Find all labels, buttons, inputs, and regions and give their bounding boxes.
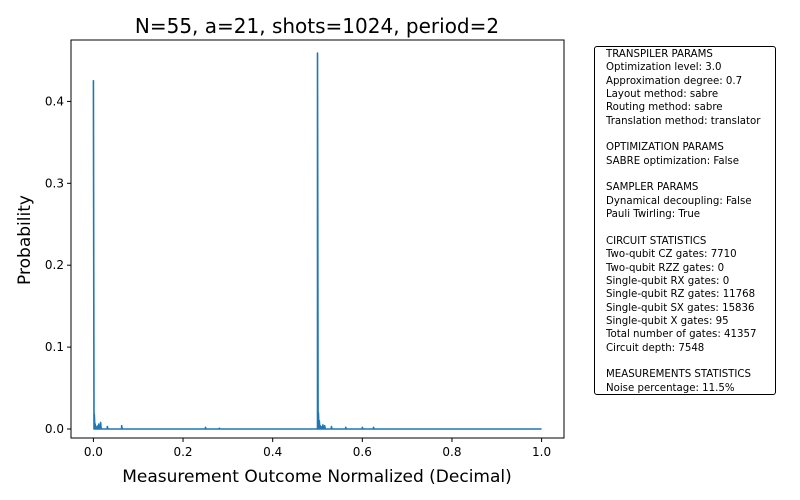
x-tick-label: 1.0	[532, 445, 551, 459]
y-axis: 0.0 0.1 0.2 0.3 0.4	[45, 94, 71, 436]
series-line-0	[92, 52, 542, 430]
info-line: Single-qubit RX gates: 0	[606, 275, 730, 287]
info-line: Circuit depth: 7548	[606, 342, 705, 354]
info-line: Total number of gates: 41357	[606, 329, 757, 341]
axes-frame	[70, 39, 565, 439]
chart-title: N=55, a=21, shots=1024, period=2	[135, 14, 499, 38]
y-tick-label: 0.1	[45, 340, 64, 354]
info-line: Single-qubit SX gates: 15836	[606, 302, 755, 314]
y-tick-label: 0.4	[45, 94, 64, 108]
info-line: Routing method: sabre	[606, 102, 723, 114]
info-line: Dynamical decoupling: False	[606, 195, 752, 207]
x-tick-label: 0.4	[263, 445, 282, 459]
info-line: SAMPLER PARAMS	[606, 182, 699, 194]
y-axis-label: Probability	[15, 195, 35, 285]
info-line: Two-qubit CZ gates: 7710	[606, 249, 737, 261]
info-line: TRANSPILER PARAMS	[606, 49, 713, 60]
parameters-info-box: TRANSPILER PARAMS Optimization level: 3.0…	[594, 46, 776, 395]
info-line: Layout method: sabre	[606, 89, 719, 101]
info-line: Noise percentage: 11.5%	[606, 382, 735, 394]
info-line: Translation method: translator	[606, 115, 761, 127]
info-line	[606, 168, 775, 181]
info-line: SABRE optimization: False	[606, 155, 739, 167]
y-tick-label: 0.0	[45, 422, 64, 436]
x-axis-label: Measurement Outcome Normalized (Decimal)	[122, 467, 512, 487]
x-tick-label: 0.0	[84, 445, 103, 459]
info-line	[606, 355, 775, 368]
info-line: Pauli Twirling: True	[606, 209, 701, 221]
x-tick-label: 0.8	[442, 445, 461, 459]
info-line: OPTIMIZATION PARAMS	[606, 142, 724, 154]
x-tick-label: 0.6	[353, 445, 372, 459]
info-line	[606, 221, 775, 234]
info-lines: TRANSPILER PARAMS Optimization level: 3.0…	[606, 48, 775, 395]
info-line: Two-qubit RZZ gates: 0	[606, 262, 725, 274]
y-tick-label: 0.2	[45, 258, 64, 272]
info-line: Single-qubit RZ gates: 11768	[606, 289, 756, 301]
info-line: CIRCUIT STATISTICS	[606, 235, 707, 247]
info-line	[606, 128, 775, 141]
info-line: MEASUREMENTS STATISTICS	[606, 369, 751, 381]
info-line: Optimization level: 3.0	[606, 62, 722, 74]
x-axis: 0.0 0.2 0.4 0.6 0.8 1.0	[84, 438, 551, 459]
info-line: Single-qubit X gates: 95	[606, 315, 729, 327]
plot-area	[92, 52, 542, 430]
info-line: Approximation degree: 0.7	[606, 75, 743, 87]
y-tick-label: 0.3	[45, 176, 64, 190]
x-tick-label: 0.2	[173, 445, 192, 459]
